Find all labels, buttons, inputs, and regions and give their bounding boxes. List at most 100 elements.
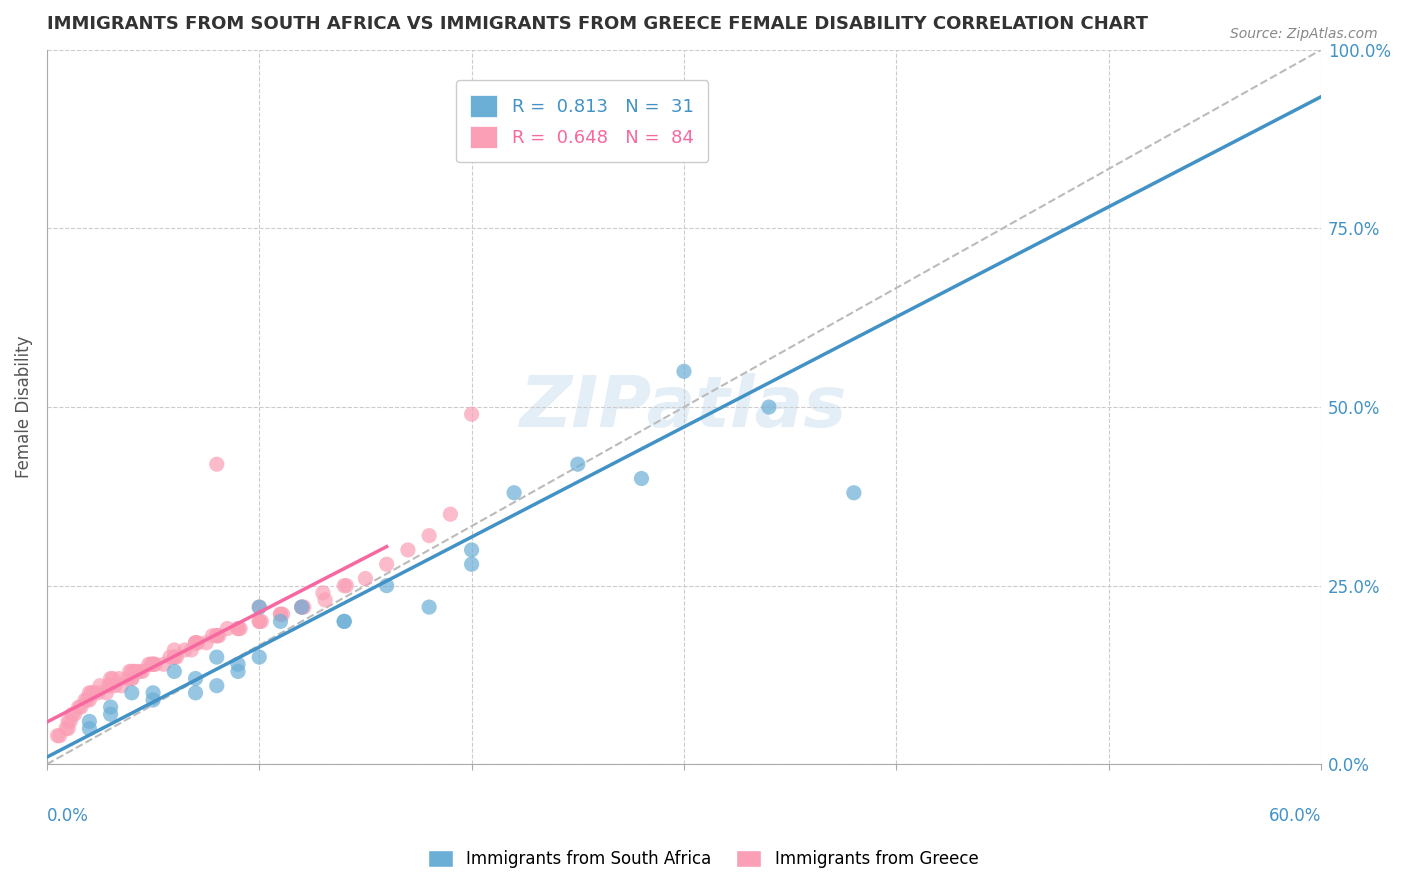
Point: [152, 657, 174, 672]
Point: [842, 485, 865, 500]
Point: [174, 643, 197, 657]
Point: [79, 714, 101, 729]
Point: [108, 672, 131, 686]
Point: [97, 679, 120, 693]
Text: IMMIGRANTS FROM SOUTH AFRICA VS IMMIGRANTS FROM GREECE FEMALE DISABILITY CORRELA: IMMIGRANTS FROM SOUTH AFRICA VS IMMIGRAN…: [46, 15, 1147, 33]
Point: [229, 622, 252, 636]
Point: [205, 629, 228, 643]
Point: [80, 686, 103, 700]
Point: [163, 665, 186, 679]
Text: 0.0%: 0.0%: [46, 807, 89, 825]
Point: [205, 679, 228, 693]
Point: [100, 700, 122, 714]
Point: [163, 643, 186, 657]
Point: [1204, 29, 1226, 43]
Point: [187, 636, 209, 650]
Point: [567, 457, 589, 471]
Point: [291, 600, 314, 615]
Point: [269, 615, 291, 629]
Point: [375, 558, 398, 572]
Point: [184, 686, 207, 700]
Text: ZIPatlas: ZIPatlas: [520, 373, 848, 442]
Point: [110, 679, 132, 693]
Point: [142, 693, 165, 707]
Point: [121, 672, 143, 686]
Text: 60.0%: 60.0%: [1268, 807, 1322, 825]
Point: [48, 729, 70, 743]
Point: [201, 629, 224, 643]
Point: [142, 657, 165, 672]
Point: [75, 693, 97, 707]
Text: Source: ZipAtlas.com: Source: ZipAtlas.com: [1230, 27, 1378, 41]
Point: [60, 707, 83, 722]
Point: [79, 686, 101, 700]
Point: [460, 543, 482, 558]
Point: [70, 700, 93, 714]
Point: [418, 600, 440, 615]
Point: [83, 686, 105, 700]
Point: [125, 665, 148, 679]
Point: [291, 600, 314, 615]
Point: [129, 665, 152, 679]
Point: [418, 529, 440, 543]
Point: [180, 643, 202, 657]
Point: [333, 579, 356, 593]
Point: [247, 600, 270, 615]
Point: [142, 686, 165, 700]
Point: [131, 665, 153, 679]
Point: [117, 672, 139, 686]
Point: [247, 650, 270, 665]
Point: [247, 615, 270, 629]
Point: [139, 657, 162, 672]
Point: [100, 707, 122, 722]
Point: [121, 672, 143, 686]
Point: [142, 657, 165, 672]
Legend: Immigrants from South Africa, Immigrants from Greece: Immigrants from South Africa, Immigrants…: [420, 843, 986, 875]
Point: [101, 672, 124, 686]
Point: [184, 636, 207, 650]
Point: [76, 693, 98, 707]
Point: [333, 615, 356, 629]
Point: [205, 457, 228, 471]
Point: [205, 629, 228, 643]
Point: [439, 507, 461, 521]
Point: [292, 600, 315, 615]
Point: [56, 714, 79, 729]
Point: [672, 364, 695, 378]
Point: [354, 572, 377, 586]
Point: [205, 650, 228, 665]
Point: [138, 657, 160, 672]
Point: [396, 543, 419, 558]
Point: [630, 471, 652, 485]
Point: [335, 579, 357, 593]
Point: [165, 650, 187, 665]
Point: [163, 650, 186, 665]
Point: [226, 622, 249, 636]
Point: [122, 665, 145, 679]
Point: [46, 729, 69, 743]
Point: [226, 622, 249, 636]
Point: [100, 672, 122, 686]
Point: [79, 693, 101, 707]
Point: [247, 615, 270, 629]
Point: [503, 485, 526, 500]
Point: [226, 657, 249, 672]
Point: [63, 707, 86, 722]
Point: [269, 607, 291, 622]
Point: [217, 622, 239, 636]
Point: [250, 615, 273, 629]
Point: [142, 657, 165, 672]
Point: [333, 615, 356, 629]
Point: [184, 672, 207, 686]
Point: [104, 679, 127, 693]
Point: [195, 636, 218, 650]
Legend: R =  0.813   N =  31, R =  0.648   N =  84: R = 0.813 N = 31, R = 0.648 N = 84: [456, 80, 709, 162]
Point: [87, 686, 110, 700]
Point: [314, 593, 336, 607]
Point: [79, 722, 101, 736]
Y-axis label: Female Disability: Female Disability: [15, 335, 32, 478]
Point: [291, 600, 314, 615]
Point: [100, 679, 122, 693]
Point: [184, 636, 207, 650]
Point: [312, 586, 335, 600]
